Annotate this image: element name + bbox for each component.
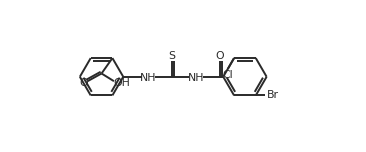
Text: NH: NH xyxy=(140,73,156,83)
Text: OH: OH xyxy=(113,78,130,88)
Text: Cl: Cl xyxy=(223,70,233,80)
Text: O: O xyxy=(79,78,88,88)
Text: Br: Br xyxy=(267,90,279,100)
Text: NH: NH xyxy=(188,73,204,83)
Text: S: S xyxy=(169,51,176,61)
Text: O: O xyxy=(216,51,224,61)
